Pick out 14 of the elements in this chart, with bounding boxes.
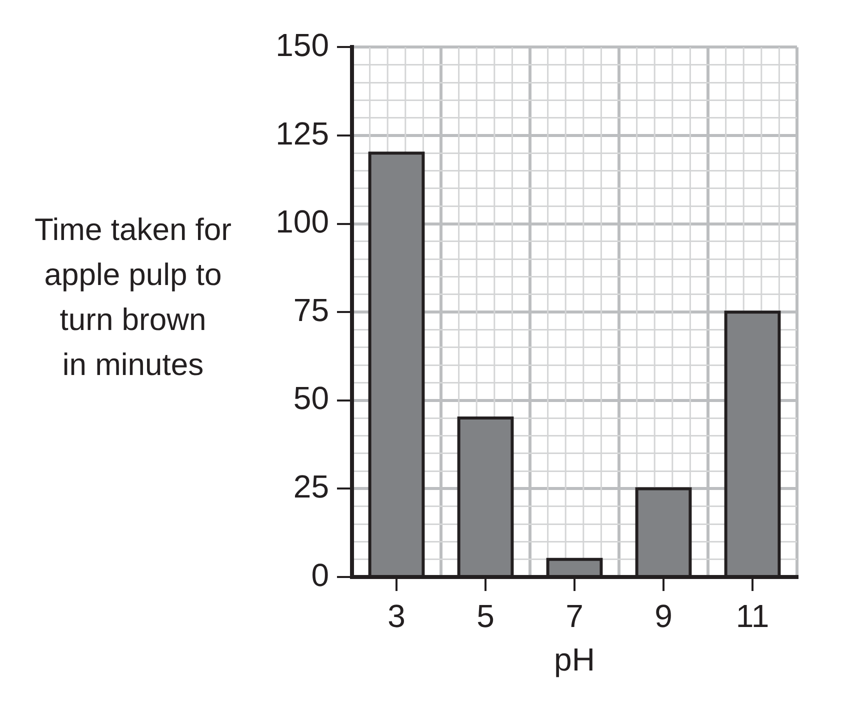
y-axis-title: Time taken for apple pulp to turn brown in minutes: [34, 211, 232, 384]
x-tick-label: 3: [388, 598, 406, 634]
y-tick-label: 25: [293, 468, 329, 505]
y-tick-label: 100: [276, 204, 329, 240]
x-tick-label: 5: [476, 598, 494, 634]
y-tick-label: 50: [293, 380, 329, 416]
x-tick-label: 11: [736, 598, 770, 634]
x-tick-label: 7: [566, 598, 584, 634]
y-tick-label: 125: [276, 115, 329, 152]
x-tick-label: 9: [654, 598, 672, 634]
y-tick-label: 0: [311, 556, 329, 593]
y-tick-label: 75: [293, 292, 329, 328]
x-axis-title: pH: [554, 642, 595, 678]
y-tick-label: 150: [276, 27, 329, 64]
